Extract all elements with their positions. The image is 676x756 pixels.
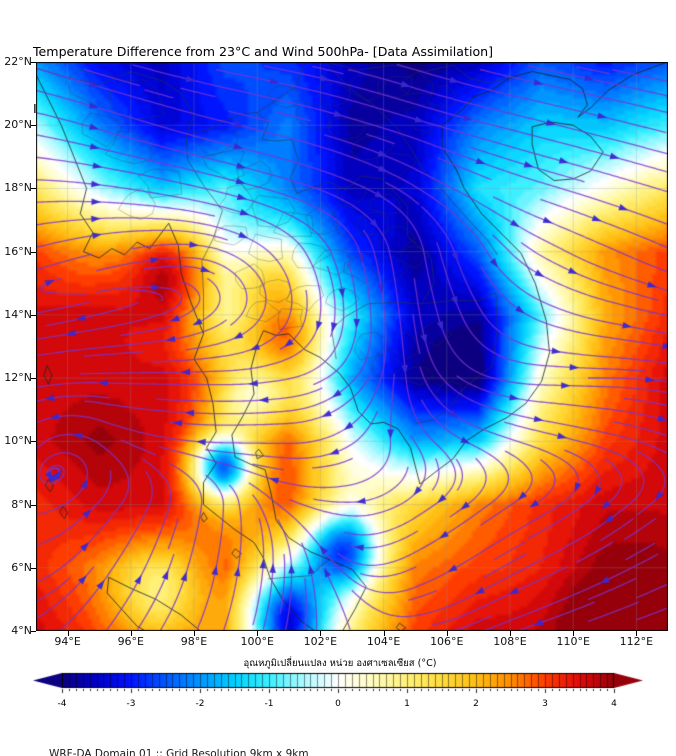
lon-axis-tick: [320, 631, 322, 636]
lon-axis-tick: [194, 631, 195, 636]
lon-tick-label: 112°E: [619, 635, 654, 648]
footer-model-info: WRF-DA Domain 01 :: Grid Resolution 9km …: [49, 748, 309, 756]
lat-tick-label: 14°N: [4, 307, 32, 321]
colorbar-tick-label: 2: [473, 699, 479, 709]
colorbar-tick-label: -3: [126, 699, 136, 709]
colorbar-tick-label: -4: [57, 699, 67, 709]
colorbar-tick-label: 0: [335, 699, 341, 709]
lon-tick-label: 106°E: [430, 635, 464, 648]
lat-tick-label: 10°N: [4, 434, 32, 448]
lat-axis-tick: [31, 251, 36, 253]
lat-tick-label: 22°N: [4, 55, 32, 68]
lon-axis-tick: [510, 631, 511, 636]
lat-axis-tick: [31, 62, 36, 63]
lon-tick-label: 104°E: [366, 635, 401, 648]
footer-block: WRF-DA Domain 01 :: Grid Resolution 9km …: [49, 714, 648, 756]
lon-tick-label: 94°E: [54, 635, 81, 648]
colorbar-tick-label: 3: [542, 699, 548, 709]
lon-axis-tick: [573, 631, 575, 636]
weather-map-canvas: [36, 62, 668, 631]
colorbar-tick-label: -2: [195, 699, 205, 709]
lon-tick-label: 100°E: [240, 635, 274, 648]
lat-tick-label: 6°N: [11, 560, 32, 574]
lat-tick-label: 8°N: [11, 497, 32, 511]
lat-axis-tick: [31, 567, 36, 569]
lat-tick-label: 20°N: [4, 118, 32, 132]
lon-axis-tick: [446, 631, 448, 636]
lat-tick-label: 4°N: [11, 624, 32, 637]
lat-tick-label: 12°N: [4, 371, 32, 385]
colorbar-title: อุณหภูมิเปลี่ยนแปลง หน่วย องศาเซลเซียส (…: [243, 658, 437, 669]
lon-tick-label: 108°E: [493, 635, 527, 648]
lon-tick-label: 96°E: [117, 635, 145, 648]
lon-tick-label: 110°E: [556, 635, 590, 648]
lat-axis-tick: [31, 441, 36, 443]
colorbar-tick-label: 1: [404, 699, 410, 709]
lon-axis-tick: [257, 631, 259, 636]
lon-axis-tick: [67, 631, 69, 636]
lat-tick-label: 16°N: [4, 244, 32, 258]
lat-axis-tick: [31, 504, 36, 506]
lat-axis-tick: [31, 188, 36, 190]
lon-axis-tick: [636, 631, 638, 636]
lat-axis-tick: [31, 125, 36, 127]
lon-tick-label: 98°E: [180, 635, 208, 648]
lon-axis-tick: [130, 631, 132, 636]
lon-axis-tick: [383, 631, 385, 636]
colorbar-tick-label: 4: [611, 699, 617, 709]
lon-tick-label: 102°E: [303, 635, 338, 648]
chart-title: Temperature Difference from 23°C and Win…: [33, 44, 494, 59]
lat-axis-tick: [31, 378, 36, 380]
colorbar-canvas: [32, 671, 644, 697]
lat-axis-tick: [31, 631, 36, 632]
lat-tick-label: 18°N: [4, 181, 32, 195]
map-area: [36, 62, 668, 631]
lat-axis-tick: [31, 314, 36, 316]
colorbar-tick-label: -1: [264, 699, 274, 709]
